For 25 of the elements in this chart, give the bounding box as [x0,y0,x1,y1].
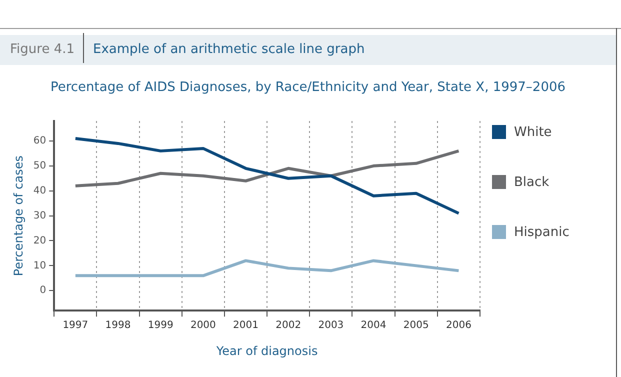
y-tick-label: 30 [33,210,46,222]
x-tick-label: 2002 [276,320,302,332]
y-axis-title: Percentage of cases [11,156,26,276]
legend-label: Black [514,174,550,190]
y-tick-label: 20 [33,235,46,246]
x-tick-label: 2004 [360,320,386,332]
x-axis-title: Year of diagnosis [215,344,318,358]
y-tick-label: 60 [33,136,46,147]
legend-label: White [514,124,552,140]
x-tick-label: 1999 [148,320,174,332]
text: Example of an arithmetic scale line graph [93,42,365,57]
x-tick-label: 1997 [62,320,88,332]
chart-title: Percentage of AIDS Diagnoses, by Race/Ethnicity and Year, State X, 1997–2006 [49,80,567,95]
x-tick-label: 1998 [105,320,131,332]
x-tick-label: 2006 [446,320,472,332]
x-tick-label: 2005 [403,320,429,332]
legend-label: Hispanic [514,224,570,240]
x-tick-label: 2003 [318,320,344,332]
y-tick-label: 0 [40,285,46,296]
x-tick-label: 2001 [233,320,258,332]
caption: Figure 4.1 [10,42,74,57]
y-tick-label: 10 [33,260,46,272]
x-tick-label: 2000 [190,320,216,332]
y-tick-label: 50 [33,160,46,172]
y-tick-label: 40 [33,185,46,196]
